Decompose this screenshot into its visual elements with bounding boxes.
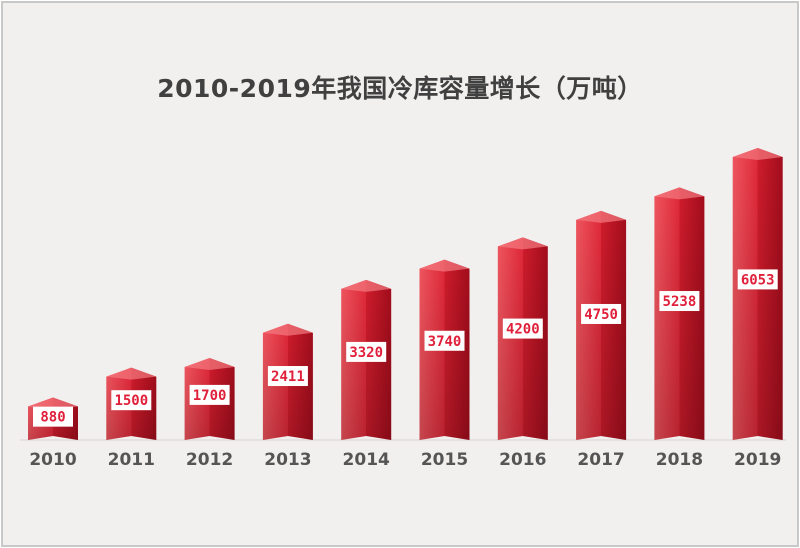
- bar-cap: [341, 279, 392, 292]
- value-label-box: [502, 318, 543, 339]
- bar-shade: [732, 148, 783, 440]
- value-label-box: [33, 406, 73, 427]
- bar-2012: 1700: [184, 357, 235, 440]
- x-tick-label: 2013: [264, 450, 311, 470]
- bar-2017: 4750: [576, 210, 627, 440]
- bar-2018: 5238: [654, 187, 705, 440]
- value-label: 2411: [271, 369, 305, 385]
- value-label: 3320: [349, 345, 383, 361]
- value-label: 5238: [663, 294, 697, 310]
- bar-cap: [28, 397, 78, 410]
- value-label-box: [581, 303, 622, 324]
- bar-cap: [654, 187, 705, 200]
- x-tick-group: 2010 2011 2012 2013 2014 2015 2016 2017 2018 2019: [29, 450, 781, 470]
- value-label-box: [111, 390, 152, 411]
- bar-cap: [419, 259, 470, 272]
- bar-2016: 4200: [497, 237, 548, 440]
- bar-2015: 3740: [419, 259, 470, 440]
- value-label-box: [737, 269, 778, 290]
- bar-2013: 2411: [262, 323, 313, 440]
- bar-cap: [262, 323, 313, 336]
- value-label: 6053: [741, 272, 775, 288]
- bar-cap: [576, 210, 627, 223]
- bar-cap: [732, 148, 783, 160]
- value-label-box: [267, 366, 308, 387]
- value-label-box: [424, 330, 465, 351]
- bar-shade: [576, 210, 627, 440]
- value-label-box: [346, 341, 387, 362]
- x-tick-label: 2016: [499, 450, 546, 470]
- x-tick-label: 2015: [421, 450, 468, 470]
- value-label: 4200: [506, 322, 540, 338]
- bar-shade: [497, 237, 548, 440]
- bar-cap: [497, 237, 548, 250]
- x-tick-label: 2010: [29, 450, 76, 470]
- bar-cap: [184, 357, 235, 370]
- x-tick-label: 2017: [577, 450, 624, 470]
- x-tick-label: 2019: [734, 450, 781, 470]
- bar-2019: 6053: [732, 148, 783, 440]
- value-label: 1700: [193, 388, 227, 404]
- chart-title: 2010-2019年我国冷库容量增长（万吨）: [157, 74, 643, 103]
- x-tick-label: 2012: [186, 450, 233, 470]
- value-label: 3740: [428, 334, 462, 350]
- bar-2011: 1500: [106, 367, 157, 440]
- x-tick-label: 2014: [343, 450, 390, 470]
- bar-shade: [654, 187, 705, 440]
- value-label-box: [659, 291, 700, 312]
- value-label: 880: [40, 410, 65, 426]
- bar-2010: 880: [28, 397, 78, 440]
- x-tick-label: 2018: [656, 450, 703, 470]
- value-label: 1500: [114, 393, 148, 409]
- bar-2014: 3320: [341, 279, 392, 440]
- x-tick-label: 2011: [108, 450, 155, 470]
- bar-group: 880 1500 1700 2411 3320 3740 4200 4750 5238 6053: [28, 148, 783, 440]
- value-label: 4750: [584, 307, 618, 323]
- bar-cap: [106, 367, 157, 380]
- value-label-box: [189, 384, 230, 405]
